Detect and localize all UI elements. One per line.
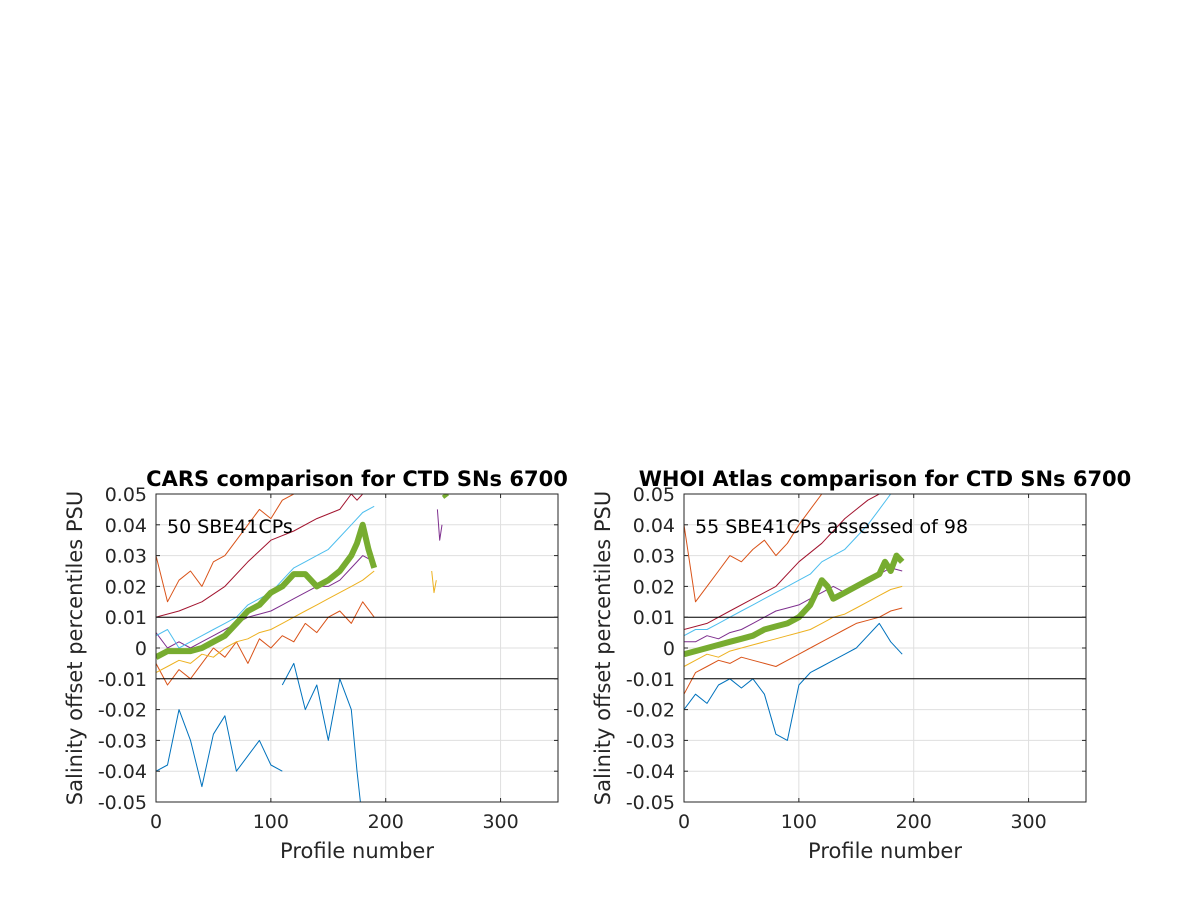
y-tick-label: 0.05 (105, 484, 147, 506)
y-tick-label: -0.01 (98, 669, 147, 691)
series-line-2-segment-2 (684, 494, 834, 603)
chart-annotation: 50 SBE41CPs (167, 516, 293, 538)
series-line-7-segment-1 (156, 521, 378, 660)
series-line-2-segment-1 (156, 601, 375, 686)
y-tick-label: 0.02 (633, 576, 675, 598)
y-tick-label: 0.03 (633, 546, 675, 568)
y-tick-label: -0.03 (98, 730, 147, 752)
series-line-4-segment-1 (156, 555, 375, 649)
y-tick-label: 0.02 (105, 576, 147, 598)
y-tick-label: 0 (135, 638, 147, 660)
y-tick-label: -0.02 (626, 700, 675, 722)
series-line-7-segment-1 (684, 552, 905, 658)
chart-annotation: 55 SBE41CPs assessed of 98 (695, 516, 968, 538)
x-axis-label: Profile number (280, 839, 434, 863)
y-tick-label: -0.02 (98, 700, 147, 722)
x-tick-label: 300 (1010, 811, 1046, 833)
y-tick-label: 0.01 (105, 607, 147, 629)
x-tick-label: 200 (368, 811, 404, 833)
y-tick-label: 0.05 (633, 484, 675, 506)
series-line-1-segment-1 (684, 622, 903, 741)
x-axis-label: Profile number (808, 839, 962, 863)
series-line-3-segment-1 (156, 570, 375, 674)
y-tick-label: -0.05 (98, 792, 147, 814)
y-tick-label: -0.01 (626, 669, 675, 691)
x-tick-label: 0 (150, 811, 162, 833)
x-tick-label: 200 (896, 811, 932, 833)
y-tick-label: -0.04 (98, 761, 147, 783)
series-line-6-segment-1 (684, 494, 903, 630)
series-line-4-segment-2 (436, 509, 443, 541)
series-line-1-segment-1 (156, 709, 283, 788)
x-tick-label: 0 (678, 811, 690, 833)
y-tick-label: 0.03 (105, 546, 147, 568)
series-line-3-segment-1 (684, 585, 903, 667)
series-line-7-segment-2 (441, 494, 450, 499)
x-tick-label: 100 (781, 811, 817, 833)
series-line-5-segment-1 (684, 494, 903, 637)
chart-panel-1: 0 100 200 300 -0.05 -0.04 -0.03 -0.02 -0.01 0 0.01… (63, 467, 568, 863)
y-tick-label: 0.04 (105, 515, 147, 537)
y-tick-label: 0.01 (633, 607, 675, 629)
y-tick-label: 0.04 (633, 515, 675, 537)
series-line-2-segment-2 (156, 494, 306, 603)
chart-title: WHOI Atlas comparison for CTD SNs 6700 (639, 467, 1132, 491)
series-group (156, 494, 450, 802)
x-tick-label: 100 (253, 811, 289, 833)
y-axis-label: Salinity offset percentiles PSU (591, 491, 615, 805)
y-axis-label: Salinity offset percentiles PSU (63, 491, 87, 805)
y-tick-label: 0 (663, 638, 675, 660)
y-tick-label: -0.05 (626, 792, 675, 814)
chart-panel-2: 0 100 200 300 -0.05 -0.04 -0.03 -0.02 -0.01 0 0.01… (591, 467, 1131, 863)
series-line-2-segment-1 (684, 607, 903, 695)
y-tick-label: -0.03 (626, 730, 675, 752)
y-tick-label: -0.04 (626, 761, 675, 783)
chart-title: CARS comparison for CTD SNs 6700 (146, 467, 568, 491)
series-line-6-segment-1 (156, 494, 375, 618)
x-tick-label: 300 (482, 811, 518, 833)
series-line-3-segment-2 (431, 570, 437, 594)
series-group (684, 494, 905, 741)
